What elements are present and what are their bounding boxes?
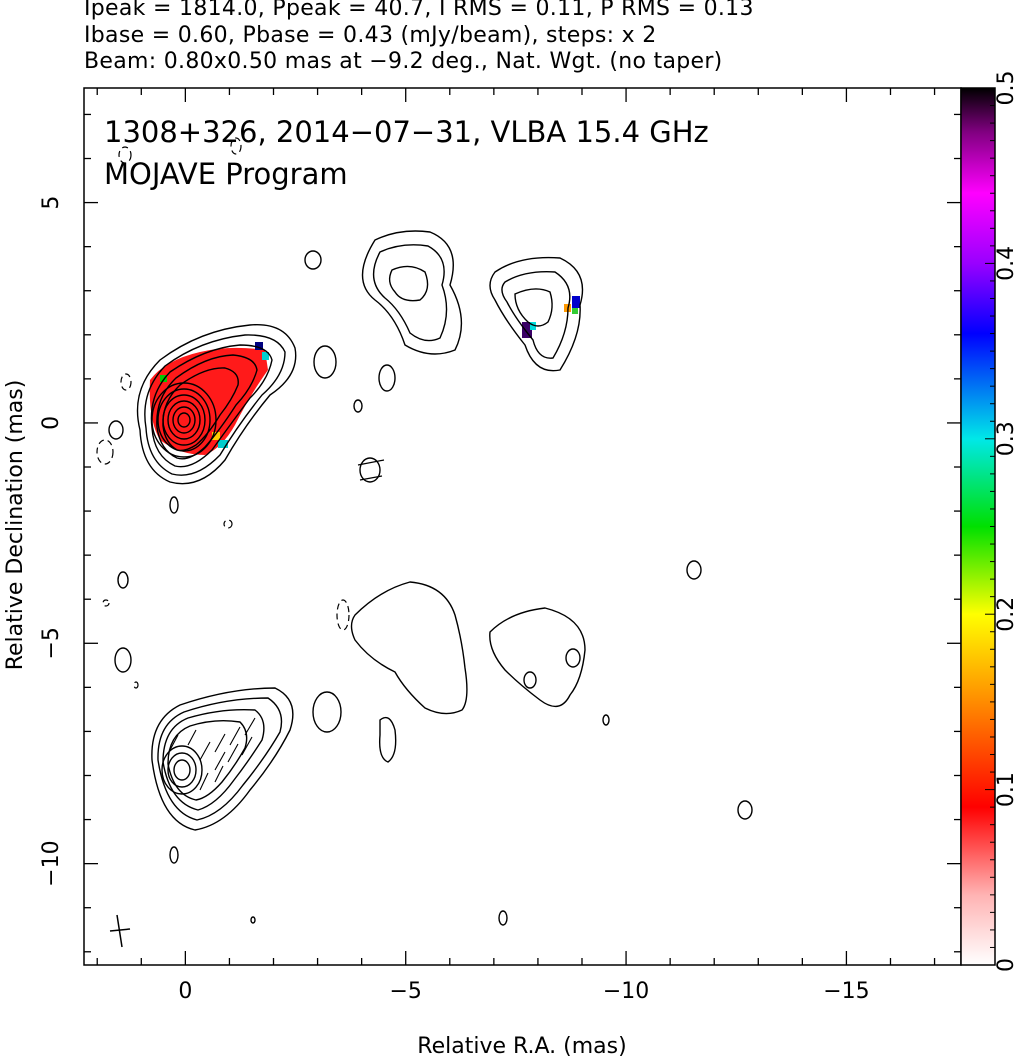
chart-subtitle: MOJAVE Program [104, 157, 348, 191]
header-line-3: Beam: 0.80x0.50 mas at −9.2 deg., Nat. W… [84, 49, 723, 74]
map-content [96, 137, 753, 948]
y-tick-label: 0 [39, 416, 64, 430]
polarization-vectors [169, 717, 256, 791]
colorbar-tick-label: 0.2 [994, 597, 1019, 632]
y-tick-label: −5 [39, 627, 64, 659]
colorbar-tick-label: 0.5 [994, 71, 1019, 106]
header-line-1: Ipeak = 1814.0, Ppeak = 40.7, I RMS = 0.… [84, 0, 754, 21]
y-axis-label: Relative Declination (mas) [3, 380, 28, 671]
colorbar-tick-label: 0.4 [994, 246, 1019, 281]
lower-negative-contours [102, 599, 350, 689]
colorbar-ticks: 0 0.1 0.2 0.3 0.4 0.5 [985, 71, 1019, 972]
lower-contours [151, 581, 753, 926]
colorbar [960, 87, 996, 966]
chart-title: 1308+326, 2014−07−31, VLBA 15.4 GHz [104, 115, 709, 149]
x-tick-label: −10 [603, 979, 649, 1004]
x-tick-label: 0 [178, 979, 192, 1004]
plot-frame [83, 87, 962, 966]
y-tick-label: 5 [39, 196, 64, 210]
upper-contours [108, 230, 702, 673]
colorbar-tick-label: 0.3 [994, 421, 1019, 456]
x-tick-label: −5 [389, 979, 421, 1004]
beam-marker [109, 914, 131, 948]
x-tick-label: −15 [823, 979, 869, 1004]
x-axis-label: Relative R.A. (mas) [417, 1034, 626, 1059]
axis-ticks: 0 −5 −10 −15 5 0 −5 −10 [39, 88, 961, 1004]
upper-negative-contours [96, 137, 242, 529]
header-line-2: Ibase = 0.60, Pbase = 0.43 (mJy/beam), s… [84, 23, 657, 48]
y-tick-label: −10 [39, 840, 64, 886]
colorbar-tick-label: 0 [994, 958, 1019, 972]
colorbar-tick-label: 0.1 [994, 772, 1019, 807]
